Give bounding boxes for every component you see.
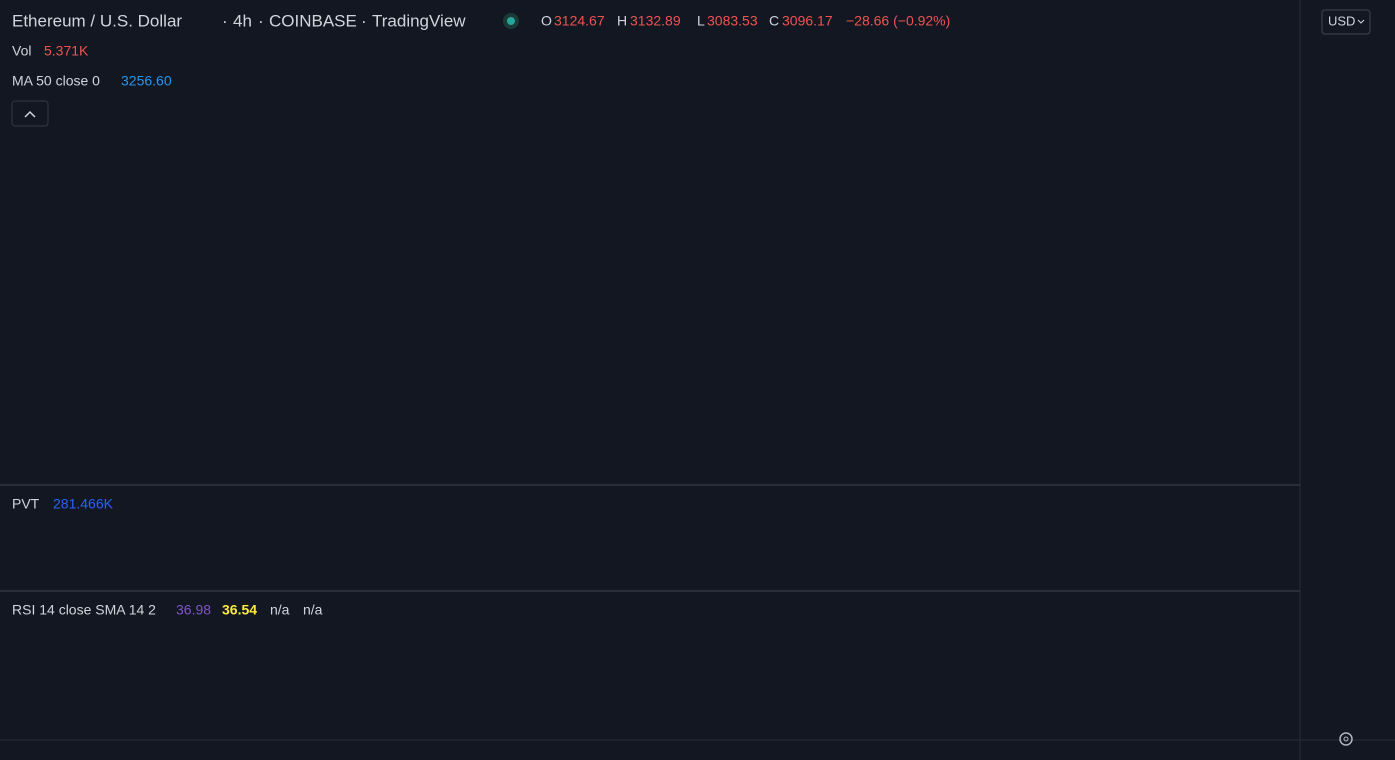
ohlc-value: 3096.17 [782, 13, 833, 29]
legend-value: n/a [303, 602, 323, 618]
collapse-icon [24, 110, 36, 118]
legend-value: 5.371K [44, 43, 89, 59]
ohlc-value: 3124.67 [554, 13, 605, 29]
symbol: Ethereum / U.S. Dollar [12, 11, 182, 30]
separator: · [361, 11, 367, 30]
separator: · [258, 11, 264, 30]
legend-name: MA 50 close 0 [12, 73, 100, 89]
separator: · [222, 11, 228, 30]
legend-value: 281.466K [53, 496, 114, 512]
legends: Vol 5.371K MA 50 close 0 3256.60 PVT 281… [11, 43, 323, 618]
legend-value: 3256.60 [121, 73, 172, 89]
legend-value: 36.54 [222, 602, 257, 618]
currency-dropdown[interactable]: USD [1321, 9, 1371, 35]
gear-center [1343, 736, 1349, 742]
currency-box[interactable] [1321, 9, 1371, 35]
ohlc-letter: L [697, 13, 705, 29]
market-status-dot [507, 17, 515, 25]
legend-name: PVT [12, 496, 40, 512]
ohlc-letter: O [541, 13, 552, 29]
ohlc-value: 3083.53 [707, 13, 758, 29]
change: −28.66 (−0.92%) [846, 13, 950, 29]
source: TradingView [372, 11, 466, 30]
legend-name: RSI 14 close SMA 14 2 [12, 602, 156, 618]
legend-name: Vol [12, 43, 31, 59]
ohlc-letter: H [617, 13, 627, 29]
collapse-button[interactable] [11, 100, 49, 127]
legend-value: 36.98 [176, 602, 211, 618]
settings-icon[interactable] [1339, 732, 1353, 746]
ohlc-letter: C [769, 13, 779, 29]
currency: USD [1328, 13, 1355, 28]
chevron [1357, 19, 1365, 24]
interval: 4h [233, 11, 252, 30]
exchange: COINBASE [269, 11, 357, 30]
legend-value: n/a [270, 602, 290, 618]
ohlc-value: 3132.89 [630, 13, 681, 29]
gear [1339, 732, 1353, 746]
header: Ethereum / U.S. Dollar · 4h · COINBASE ·… [12, 11, 950, 30]
